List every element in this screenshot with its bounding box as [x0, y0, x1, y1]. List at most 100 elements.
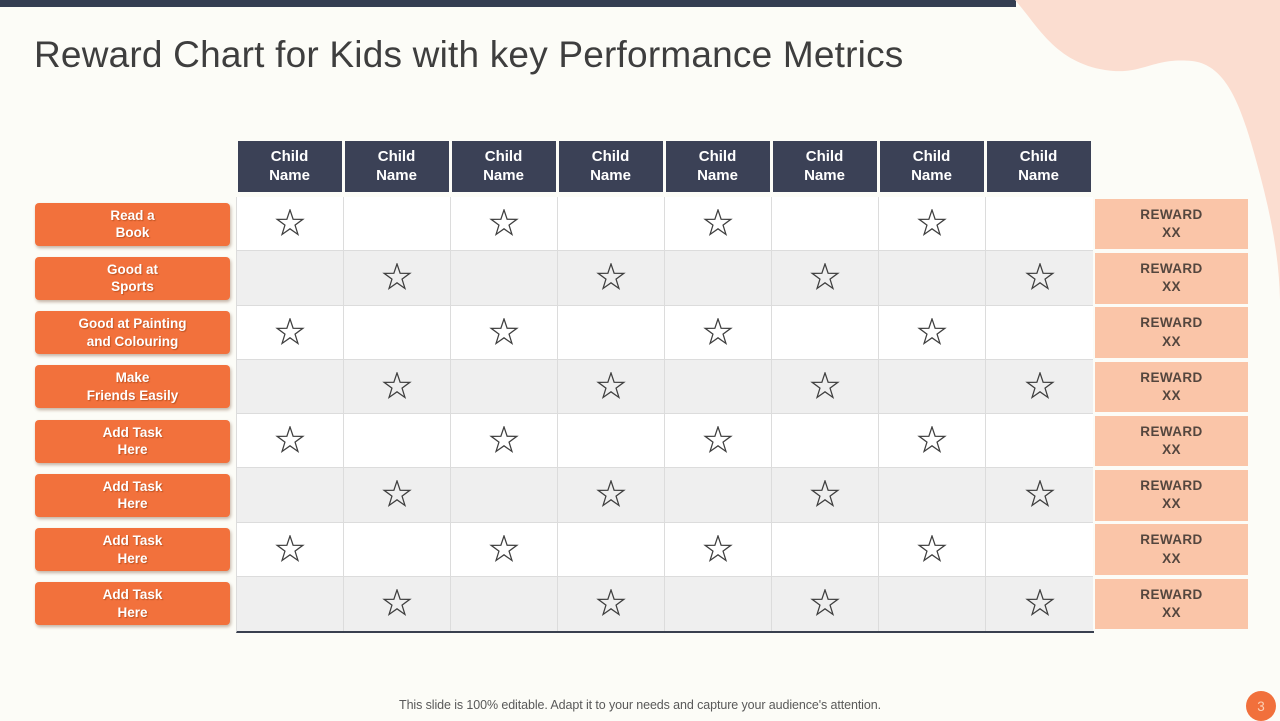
star-icon	[275, 317, 305, 345]
column-header-label: Child Name	[451, 141, 556, 192]
empty-cell[interactable]	[665, 359, 772, 414]
star-cell[interactable]	[344, 359, 451, 414]
star-icon	[596, 263, 626, 291]
empty-cell[interactable]	[986, 305, 1093, 360]
task-button[interactable]: Make Friends Easily	[35, 365, 230, 409]
empty-cell[interactable]	[879, 576, 986, 631]
star-cell[interactable]	[879, 197, 986, 252]
task-button[interactable]: Add Task Here	[35, 473, 230, 517]
empty-cell[interactable]	[451, 251, 558, 306]
star-icon	[1024, 589, 1055, 617]
empty-cell[interactable]	[237, 468, 344, 523]
task-button[interactable]: Add Task Here	[35, 419, 230, 463]
reward-cell[interactable]: REWARD XX	[1095, 578, 1248, 630]
column-header[interactable]: Child Name	[236, 141, 343, 192]
empty-cell[interactable]	[558, 305, 665, 360]
empty-cell[interactable]	[451, 359, 558, 414]
empty-cell[interactable]	[344, 414, 451, 469]
task-button[interactable]: Read a Book	[35, 202, 230, 246]
star-cell[interactable]	[986, 468, 1093, 523]
empty-cell[interactable]	[879, 468, 986, 523]
star-cell[interactable]	[986, 359, 1093, 414]
column-header[interactable]: Child Name	[771, 141, 878, 192]
empty-cell[interactable]	[558, 414, 665, 469]
reward-cell[interactable]: REWARD XX	[1095, 361, 1248, 413]
star-cell[interactable]	[237, 197, 344, 252]
star-cell[interactable]	[772, 468, 879, 523]
empty-cell[interactable]	[451, 468, 558, 523]
column-header[interactable]: Child Name	[450, 141, 557, 192]
star-cell[interactable]	[558, 359, 665, 414]
reward-cell[interactable]: REWARD XX	[1095, 470, 1248, 521]
empty-cell[interactable]	[237, 576, 344, 631]
star-cell[interactable]	[451, 305, 558, 360]
star-cell[interactable]	[237, 522, 344, 577]
star-cell[interactable]	[665, 414, 772, 469]
empty-cell[interactable]	[665, 576, 772, 631]
star-cell[interactable]	[451, 522, 558, 577]
star-cell[interactable]	[558, 468, 665, 523]
empty-cell[interactable]	[344, 522, 451, 577]
reward-cell[interactable]: REWARD XX	[1095, 524, 1248, 575]
task-button[interactable]: Good at Sports	[35, 256, 230, 300]
reward-cell[interactable]: REWARD XX	[1095, 198, 1248, 250]
star-cell[interactable]	[772, 576, 879, 631]
star-cell[interactable]	[772, 251, 879, 306]
star-cell[interactable]	[986, 251, 1093, 306]
empty-cell[interactable]	[344, 305, 451, 360]
header-row: Child Name Child Name Child Name Child Name…	[236, 141, 1092, 192]
empty-cell[interactable]	[986, 197, 1093, 252]
empty-cell[interactable]	[772, 522, 879, 577]
column-header[interactable]: Child Name	[985, 141, 1092, 192]
task-button[interactable]: Add Task Here	[35, 582, 230, 626]
star-cell[interactable]	[986, 576, 1093, 631]
star-cell[interactable]	[558, 251, 665, 306]
star-cell[interactable]	[237, 414, 344, 469]
empty-cell[interactable]	[665, 251, 772, 306]
star-cell[interactable]	[344, 251, 451, 306]
star-cell[interactable]	[879, 414, 986, 469]
task-button[interactable]: Good at Painting and Colouring	[35, 311, 230, 355]
empty-cell[interactable]	[986, 522, 1093, 577]
empty-cell[interactable]	[986, 414, 1093, 469]
column-header-label: Child Name	[558, 141, 663, 192]
star-cell[interactable]	[665, 197, 772, 252]
column-header[interactable]: Child Name	[557, 141, 664, 192]
star-cell[interactable]	[237, 305, 344, 360]
star-icon	[596, 589, 626, 617]
star-cell[interactable]	[665, 305, 772, 360]
empty-cell[interactable]	[558, 522, 665, 577]
column-header[interactable]: Child Name	[878, 141, 985, 192]
column-header[interactable]: Child Name	[664, 141, 771, 192]
empty-cell[interactable]	[344, 197, 451, 252]
reward-cell[interactable]: REWARD XX	[1095, 415, 1248, 467]
empty-cell[interactable]	[879, 359, 986, 414]
star-icon	[810, 480, 840, 508]
page-number: 3	[1257, 698, 1265, 714]
column-header[interactable]: Child Name	[343, 141, 450, 192]
star-cell[interactable]	[451, 197, 558, 252]
empty-cell[interactable]	[772, 305, 879, 360]
star-icon	[810, 589, 840, 617]
reward-cell[interactable]: REWARD XX	[1095, 307, 1248, 358]
star-cell[interactable]	[879, 305, 986, 360]
star-cell[interactable]	[344, 576, 451, 631]
empty-cell[interactable]	[237, 251, 344, 306]
reward-row-slot: REWARD XX	[1095, 360, 1248, 414]
reward-column: REWARD XX REWARD XX REWARD XX REWARD XX REWA…	[1095, 197, 1248, 631]
empty-cell[interactable]	[558, 197, 665, 252]
star-cell[interactable]	[772, 359, 879, 414]
empty-cell[interactable]	[665, 468, 772, 523]
star-cell[interactable]	[665, 522, 772, 577]
empty-cell[interactable]	[451, 576, 558, 631]
empty-cell[interactable]	[879, 251, 986, 306]
empty-cell[interactable]	[772, 414, 879, 469]
star-cell[interactable]	[879, 522, 986, 577]
reward-cell[interactable]: REWARD XX	[1095, 253, 1248, 304]
star-cell[interactable]	[558, 576, 665, 631]
star-cell[interactable]	[344, 468, 451, 523]
task-button[interactable]: Add Task Here	[35, 528, 230, 572]
empty-cell[interactable]	[772, 197, 879, 252]
empty-cell[interactable]	[237, 359, 344, 414]
star-cell[interactable]	[451, 414, 558, 469]
